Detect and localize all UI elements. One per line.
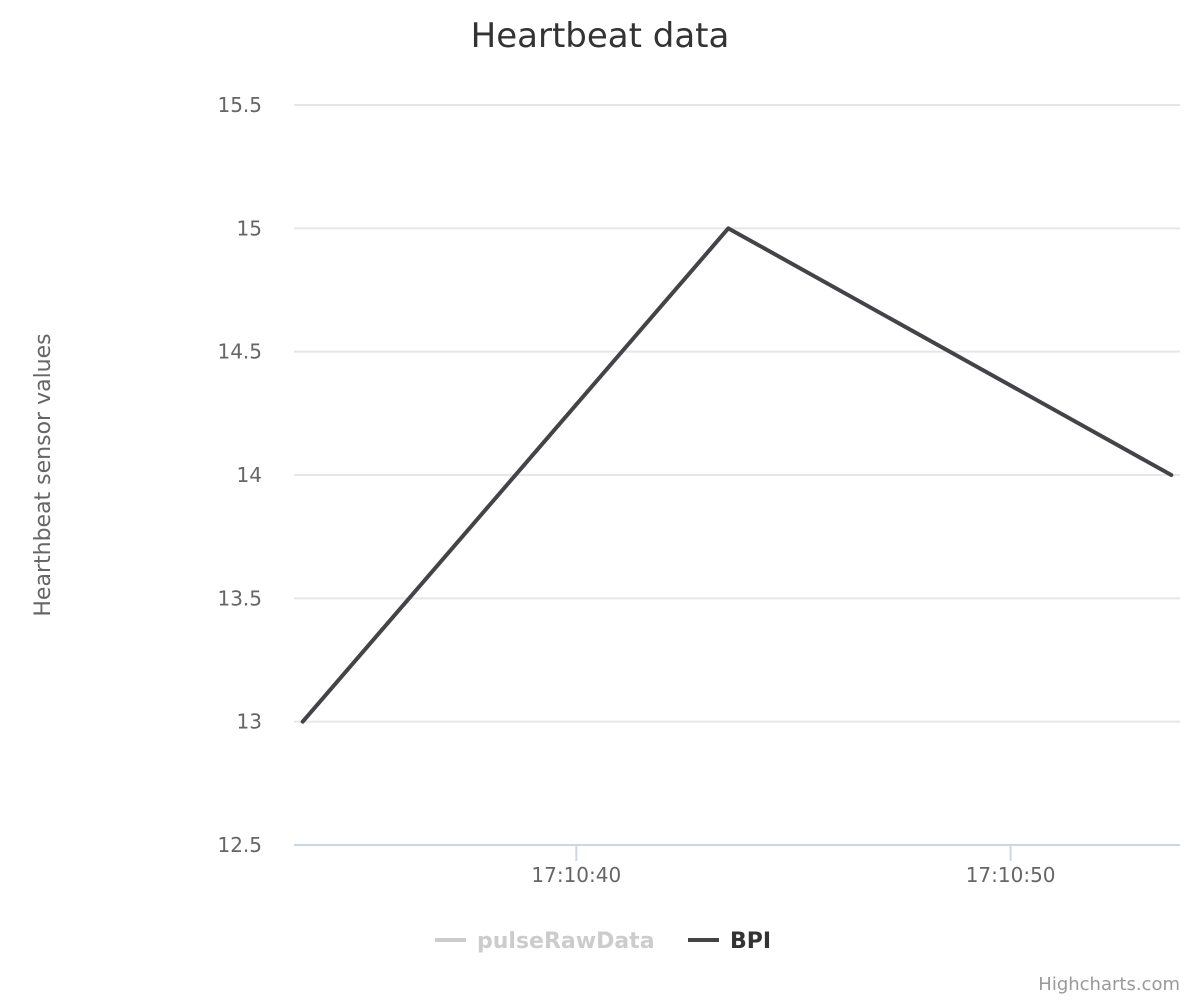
x-tick-label: 17:10:40 bbox=[531, 863, 621, 887]
y-tick-label: 15 bbox=[237, 216, 262, 240]
legend-label: BPI bbox=[730, 929, 771, 954]
legend-item-pulserawdata[interactable]: pulseRawData bbox=[435, 929, 655, 954]
grid-layer bbox=[294, 104, 1180, 723]
x-axis-ticks: 17:10:40 17:10:50 bbox=[531, 845, 1056, 887]
series-line-bpi[interactable] bbox=[300, 226, 1174, 724]
legend-label: pulseRawData bbox=[477, 929, 655, 954]
y-tick-label: 14 bbox=[237, 463, 262, 487]
y-tick-label: 13 bbox=[237, 710, 262, 734]
y-tick-label: 14.5 bbox=[217, 340, 262, 364]
legend: pulseRawData BPI bbox=[435, 929, 771, 954]
y-axis-title: Hearthbeat sensor values bbox=[31, 333, 56, 616]
y-tick-label: 15.5 bbox=[217, 93, 262, 117]
y-tick-label: 12.5 bbox=[217, 833, 262, 857]
y-axis-labels: 15.5 15 14.5 14 13.5 13 12.5 bbox=[217, 93, 262, 857]
credits-link[interactable]: Highcharts.com bbox=[1038, 974, 1180, 995]
series-layer bbox=[300, 226, 1174, 724]
legend-item-bpi[interactable]: BPI bbox=[688, 929, 771, 954]
y-tick-label: 13.5 bbox=[217, 586, 262, 610]
x-tick-label: 17:10:50 bbox=[966, 863, 1056, 887]
chart-title: Heartbeat data bbox=[471, 16, 730, 56]
